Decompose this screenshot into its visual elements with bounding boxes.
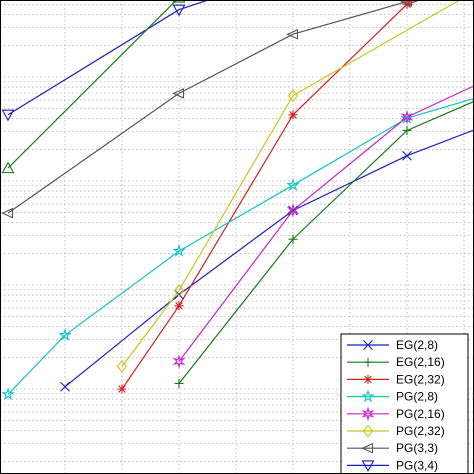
data-point-marker (172, 243, 186, 257)
data-point-marker (1, 161, 15, 174)
data-point-marker (400, 0, 413, 7)
series-line (7, 0, 420, 214)
data-point-marker (1, 207, 14, 219)
legend-label: EG(2,32) (396, 372, 445, 386)
legend-entry: PG(2,16) (347, 406, 445, 422)
series-line (121, 0, 422, 390)
data-point-marker (288, 110, 298, 120)
legend-label: PG(3,4) (396, 458, 438, 472)
legend-label: EG(2,16) (396, 355, 445, 369)
series-line (121, 0, 461, 367)
data-point-marker (286, 203, 300, 218)
data-point-marker (172, 354, 186, 369)
data-point-marker (288, 205, 298, 216)
series-markers-group (172, 109, 414, 369)
data-point-marker (362, 424, 374, 438)
data-point-marker (361, 389, 375, 403)
data-point-marker (172, 0, 186, 3)
legend-label: PG(2,32) (396, 424, 445, 438)
legend-entry: EG(2,8) (347, 338, 438, 352)
legend: EG(2,8) EG(2,16) EG(2,32) PG(2,8) PG(2,16) PG… (340, 333, 469, 474)
data-point-marker (174, 378, 184, 388)
series-markers-group (1, 111, 414, 401)
data-point-marker (286, 178, 300, 191)
series-line (178, 100, 474, 384)
series-line (7, 0, 210, 116)
data-point-marker (287, 89, 299, 102)
data-point-marker (361, 460, 375, 473)
data-point-marker (361, 442, 374, 454)
data-point-marker (173, 284, 185, 297)
series-line (7, 97, 474, 395)
data-point-marker (400, 111, 414, 124)
legend-entry: EG(2,16) (347, 355, 445, 369)
data-point-marker (172, 88, 185, 99)
legend-label: PG(2,16) (396, 407, 445, 421)
data-point-marker (60, 381, 70, 392)
data-point-marker (1, 109, 15, 122)
series-markers-group (1, 0, 413, 219)
series-markers-group (1, 4, 186, 122)
data-point-marker (174, 301, 184, 311)
data-point-marker (363, 340, 373, 350)
series-markers-group (174, 125, 412, 388)
data-point-marker (402, 150, 412, 161)
legend-label: PG(3,3) (396, 441, 438, 455)
series-markers-group (116, 89, 299, 373)
data-point-marker (286, 28, 299, 40)
data-point-marker (116, 360, 128, 373)
series-line (7, 0, 178, 169)
data-point-marker (400, 109, 414, 125)
legend-entry: EG(2,32) (347, 372, 445, 386)
data-point-marker (1, 387, 15, 401)
legend-label: PG(2,8) (396, 390, 438, 404)
legend-entry: PG(2,32) (347, 424, 445, 438)
series-line (178, 85, 474, 362)
data-point-marker (117, 384, 127, 394)
legend-entry: PG(2,8) (347, 389, 438, 404)
series-markers (1, 0, 414, 401)
legend-box (340, 333, 469, 474)
legend-label: EG(2,8) (396, 338, 438, 352)
legend-entry: PG(3,3) (347, 441, 438, 455)
series-markers-group (60, 150, 412, 392)
data-point-marker (58, 328, 72, 341)
data-point-marker (402, 125, 412, 135)
legend-entry: PG(3,4) (347, 458, 438, 472)
data-point-marker (172, 4, 186, 17)
data-point-marker (363, 357, 373, 367)
data-point-marker (361, 406, 375, 422)
series-markers-group (1, 0, 186, 174)
data-point-marker (363, 374, 373, 384)
data-point-marker (288, 234, 298, 244)
series-lines (7, 0, 474, 395)
